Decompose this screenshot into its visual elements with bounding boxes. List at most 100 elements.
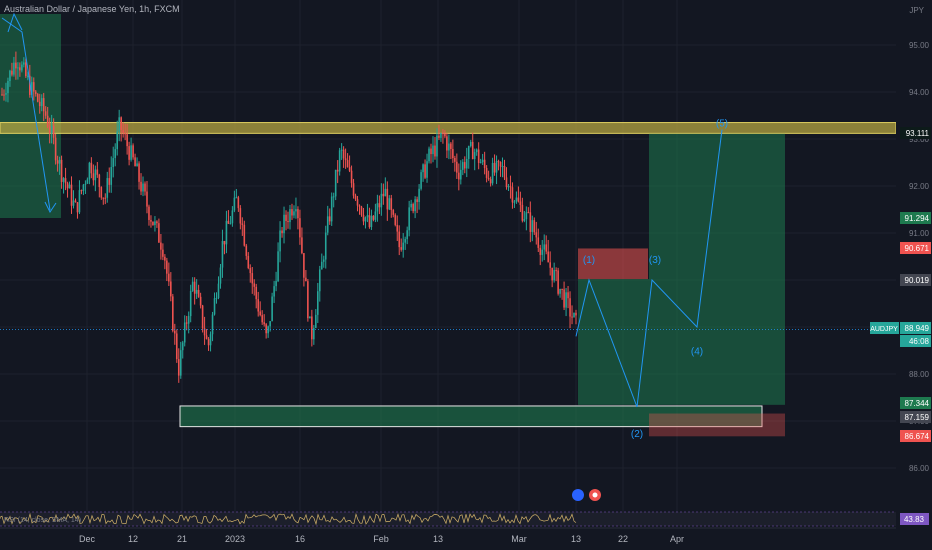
- candle-body: [122, 130, 124, 133]
- x-tick-label: Feb: [373, 534, 389, 544]
- candle-body: [64, 178, 67, 184]
- candle-body: [38, 101, 41, 107]
- rsi-value: 43.83: [904, 515, 925, 524]
- price-label: 90.671: [905, 244, 930, 253]
- candle-body: [237, 197, 240, 209]
- symbol-tag-bg: [870, 322, 899, 334]
- candle-body: [255, 286, 258, 300]
- candle-body: [575, 312, 577, 316]
- arrow-head: [7, 12, 23, 33]
- candle-body: [563, 289, 565, 308]
- candle-body: [241, 223, 244, 225]
- candle-body: [253, 283, 256, 287]
- price-label: 91.294: [905, 214, 930, 223]
- time-axis[interactable]: Dec 12 21 2023 16 Feb 13 Mar 13 22 Apr: [0, 527, 896, 544]
- candle-body: [90, 162, 93, 174]
- candle-body: [479, 162, 482, 164]
- candle-body: [289, 209, 291, 223]
- symbol-title: Australian Dollar / Japanese Yen, 1h, FX…: [4, 4, 180, 14]
- candle-body: [414, 199, 416, 212]
- candle-body: [473, 152, 476, 160]
- candle-body: [442, 133, 444, 135]
- candle-body: [461, 162, 464, 170]
- candle-body: [195, 289, 198, 294]
- candle-body: [555, 270, 557, 272]
- candle-body: [352, 183, 355, 196]
- candle-body: [346, 160, 349, 168]
- candle-body: [94, 169, 97, 181]
- candle-body: [545, 244, 548, 252]
- candle-body: [418, 188, 420, 202]
- candle-body: [501, 165, 504, 167]
- candle-body: [124, 132, 126, 135]
- candle-body: [463, 162, 466, 169]
- candle-body: [396, 224, 399, 232]
- candle-body: [301, 237, 303, 254]
- candle-body: [519, 201, 522, 205]
- candle-body: [521, 204, 524, 221]
- candle-body: [332, 196, 335, 198]
- candle-body: [1, 94, 3, 96]
- candle-body: [366, 215, 369, 218]
- candle-body: [215, 297, 218, 299]
- candle-body: [527, 212, 530, 214]
- candle-body: [92, 173, 95, 181]
- candle-body: [183, 322, 186, 343]
- y-tick-label: 86.00: [909, 464, 930, 473]
- price-label: 87.159: [905, 413, 930, 422]
- candle-body: [267, 326, 269, 334]
- candle-body: [509, 186, 512, 188]
- candle-body: [471, 141, 474, 160]
- price-label: 88.949: [905, 324, 930, 333]
- candle-body: [170, 281, 172, 297]
- candle-body: [503, 165, 506, 178]
- candle-body: [370, 215, 373, 228]
- candle-body: [148, 206, 150, 220]
- event-icon[interactable]: [572, 489, 584, 501]
- candle-body: [356, 199, 359, 206]
- candle-body: [185, 322, 188, 324]
- candle-body: [3, 94, 5, 96]
- candle-body: [573, 312, 575, 318]
- candle-body: [336, 169, 339, 172]
- candle-body: [382, 193, 385, 197]
- candle-body: [44, 111, 47, 116]
- candle-body: [565, 292, 567, 308]
- candle-body: [23, 62, 25, 65]
- candle-body: [410, 203, 412, 208]
- candle-body: [299, 218, 301, 238]
- candle-body: [386, 188, 389, 210]
- candle-body: [172, 296, 174, 331]
- candle-body: [430, 148, 432, 155]
- candle-body: [40, 98, 43, 107]
- candle-body: [98, 174, 101, 188]
- candle-body: [152, 221, 154, 226]
- candle-body: [533, 220, 536, 233]
- y-tick-label: 88.00: [909, 370, 930, 379]
- elliott-waves: (1) (2) (3) (4) (5): [1, 12, 728, 440]
- candle-body: [475, 149, 478, 153]
- candle-body: [344, 158, 347, 161]
- candle-body: [134, 157, 136, 167]
- candle-body: [15, 62, 17, 69]
- candle-body: [376, 203, 379, 212]
- candle-body: [543, 244, 546, 250]
- candle-body: [499, 161, 502, 167]
- zone-history: [0, 14, 61, 218]
- candle-body: [434, 145, 436, 157]
- candle-body: [378, 203, 381, 208]
- candle-body: [140, 181, 142, 192]
- candle-body: [406, 230, 408, 240]
- candle-body: [467, 146, 470, 159]
- price-axis[interactable]: 95.0094.0093.0092.0091.0090.0089.0088.00…: [870, 0, 932, 512]
- x-tick-label: 21: [177, 534, 187, 544]
- candle-body: [348, 167, 351, 171]
- candle-body: [422, 164, 424, 173]
- candle-body: [62, 178, 65, 182]
- candle-body: [364, 217, 367, 222]
- x-tick-label: Mar: [511, 534, 527, 544]
- candle-body: [448, 143, 450, 151]
- candle-body: [311, 316, 313, 340]
- candle-body: [390, 198, 393, 211]
